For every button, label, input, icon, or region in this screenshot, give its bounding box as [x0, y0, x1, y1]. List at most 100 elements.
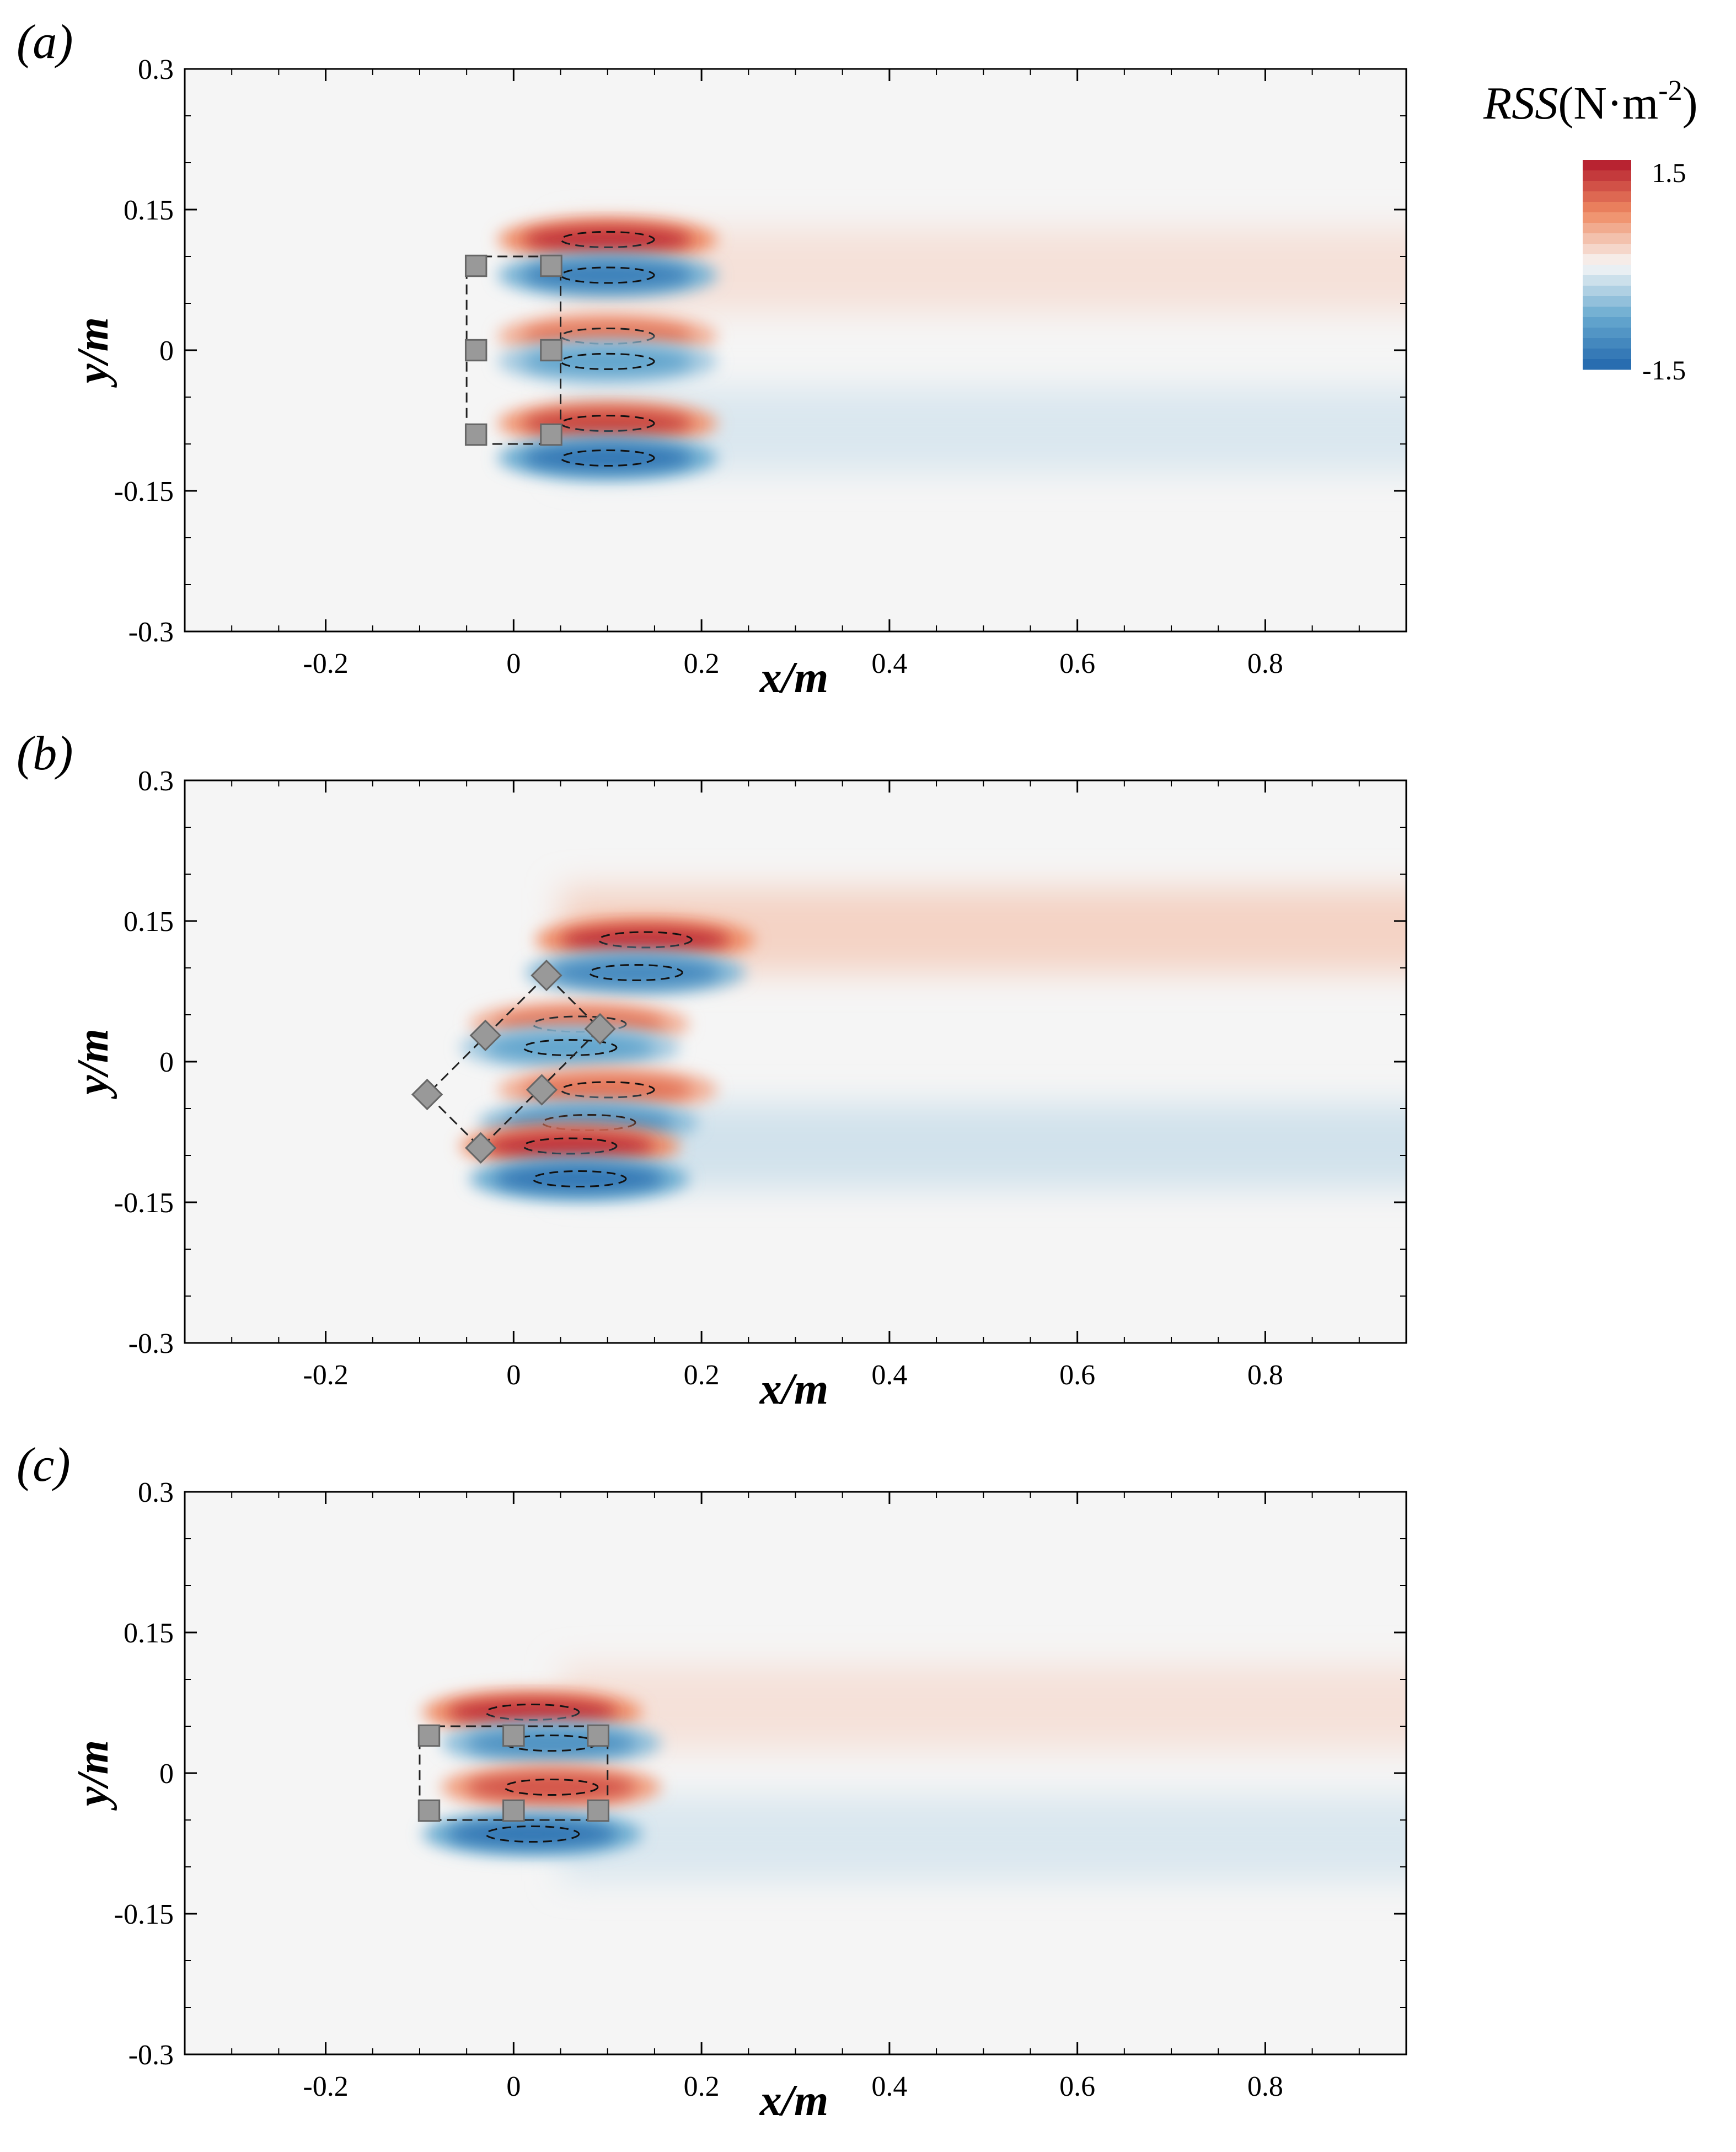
field-lobe: [467, 1773, 636, 1801]
cylinder-marker: [464, 339, 487, 362]
array-outline: [426, 974, 602, 1149]
colorbar-swatch: [1583, 349, 1631, 360]
colorbar-title: RSS(N·m-2): [1483, 75, 1698, 129]
colorbar-max-label: 1.5: [1652, 157, 1686, 188]
x-tick-label: 0.2: [684, 2071, 720, 2102]
cylinder-marker: [417, 1724, 441, 1747]
field-lobe: [467, 1729, 636, 1758]
cylinder-marker: [464, 423, 487, 446]
x-axis-label-b: x/m: [759, 1365, 828, 1414]
cylinder-marker: [465, 1132, 497, 1164]
colorbar-swatch: [1583, 212, 1631, 223]
panel-a: (a) -0.2 0 0.2 0.4 0.6 0.8 0.3 0.15 0 -0.15 -0.3 x…: [17, 15, 1407, 702]
contour-line: [560, 352, 655, 370]
contour-line: [522, 1038, 618, 1057]
cylinder-marker: [584, 1013, 616, 1045]
plot-area-c: -0.2 0 0.2 0.4 0.6 0.8 0.3 0.15 0 -0.15 -0.3: [114, 1477, 1407, 2102]
x-tick-label: 0.6: [1059, 1359, 1095, 1391]
contour-line: [598, 931, 693, 949]
rss-field: [460, 888, 1406, 1202]
contour-line: [560, 1081, 655, 1099]
colorbar-unit-close: ): [1683, 78, 1698, 129]
cylinder-marker: [531, 959, 562, 992]
y-tick-label: -0.3: [128, 2039, 174, 2071]
x-tick-label: 0.8: [1247, 648, 1283, 679]
cylinder-marker: [502, 1724, 525, 1747]
colorbar-swatch: [1583, 328, 1631, 339]
y-tick-label: 0.3: [138, 765, 174, 797]
colorbar-swatch: [1583, 254, 1631, 265]
x-tick-label: -0.2: [303, 648, 348, 679]
cylinder-marker: [411, 1078, 443, 1111]
cylinder-marker: [587, 1799, 609, 1822]
contour-line: [532, 1170, 627, 1188]
field-lobe: [560, 925, 730, 954]
cylinder-marker: [502, 1799, 525, 1822]
field-lobe: [495, 1165, 664, 1193]
colorbar-variable: RSS: [1483, 78, 1558, 129]
x-tick-label: 0: [506, 648, 521, 679]
colorbar-swatch: [1583, 160, 1631, 171]
colorbar-swatch: [1583, 286, 1631, 297]
y-tick-label: -0.3: [128, 617, 174, 648]
colorbar-swatch: [1583, 359, 1631, 370]
y-tick-label: -0.15: [114, 1187, 174, 1219]
y-tick-label: -0.15: [114, 476, 174, 507]
field-lobe: [523, 1075, 693, 1104]
field-lobe: [523, 347, 693, 376]
x-tick-label: 0: [506, 1359, 521, 1391]
y-tick-label: -0.15: [114, 1899, 174, 1930]
cylinder-marker: [417, 1799, 441, 1822]
field-lobe: [448, 1698, 617, 1726]
colorbar-swatch: [1583, 265, 1631, 276]
panel-b: (b) -0.2 0 0.2 0.4 0.6 0.8 0.3 0.15 0 -0.15 -0.3 x…: [17, 727, 1407, 1414]
x-tick-label: -0.2: [303, 1359, 348, 1391]
x-tick-label: 0.6: [1059, 648, 1095, 679]
field-lobe: [485, 1132, 655, 1160]
cylinder-marker: [464, 254, 487, 277]
cylinder-marker: [587, 1724, 609, 1747]
y-tick-label: 0: [159, 1047, 174, 1078]
colorbar-swatch: [1583, 170, 1631, 181]
field-lobe: [485, 1034, 655, 1062]
cylinder-marker: [540, 423, 562, 446]
field-lobe: [523, 261, 693, 290]
y-tick-label: 0: [159, 1758, 174, 1790]
x-axis-label-a: x/m: [759, 654, 828, 702]
wake-band: [560, 1104, 1406, 1189]
field-lobe: [523, 225, 693, 254]
colorbar-unit: (N·m: [1558, 78, 1658, 129]
contour-line: [560, 231, 655, 248]
x-axis-label-c: x/m: [759, 2076, 828, 2125]
x-tick-label: 0.6: [1059, 2071, 1095, 2102]
contour-line: [522, 1137, 618, 1155]
x-tick-label: 0.4: [871, 648, 907, 679]
contour-line: [560, 266, 655, 284]
panel-c: (c) -0.2 0 0.2 0.4 0.6 0.8 0.3 0.15 0 -0.15 -0.3 x…: [17, 1438, 1407, 2125]
colorbar-swatch: [1583, 275, 1631, 286]
cylinder-marker: [540, 339, 562, 362]
y-axis-label-a: y/m: [69, 317, 117, 388]
colorbar-swatch: [1583, 233, 1631, 244]
wake-band: [560, 1665, 1406, 1750]
colorbar-swatch: [1583, 181, 1631, 192]
colorbar-swatch: [1583, 338, 1631, 349]
y-tick-label: 0.15: [124, 195, 174, 226]
wake-band: [560, 1796, 1406, 1881]
y-tick-label: 0.3: [138, 54, 174, 85]
x-tick-label: 0.2: [684, 1359, 720, 1391]
field-lobe: [448, 1820, 617, 1848]
colorbar-swatches: [1583, 160, 1631, 370]
cylinder-marker: [526, 1074, 558, 1106]
contour-line: [560, 449, 655, 467]
x-tick-label: 0.8: [1247, 2071, 1283, 2102]
colorbar: RSS(N·m-2) 1.5 -1.5: [1483, 75, 1698, 386]
colorbar-swatch: [1583, 223, 1631, 234]
plot-background: [185, 69, 1406, 631]
panel-label-c: (c): [17, 1438, 71, 1492]
contour-line: [485, 1825, 580, 1843]
colorbar-swatch: [1583, 191, 1631, 202]
contour-line: [485, 1703, 580, 1721]
y-axis-label-c: y/m: [69, 1740, 117, 1811]
